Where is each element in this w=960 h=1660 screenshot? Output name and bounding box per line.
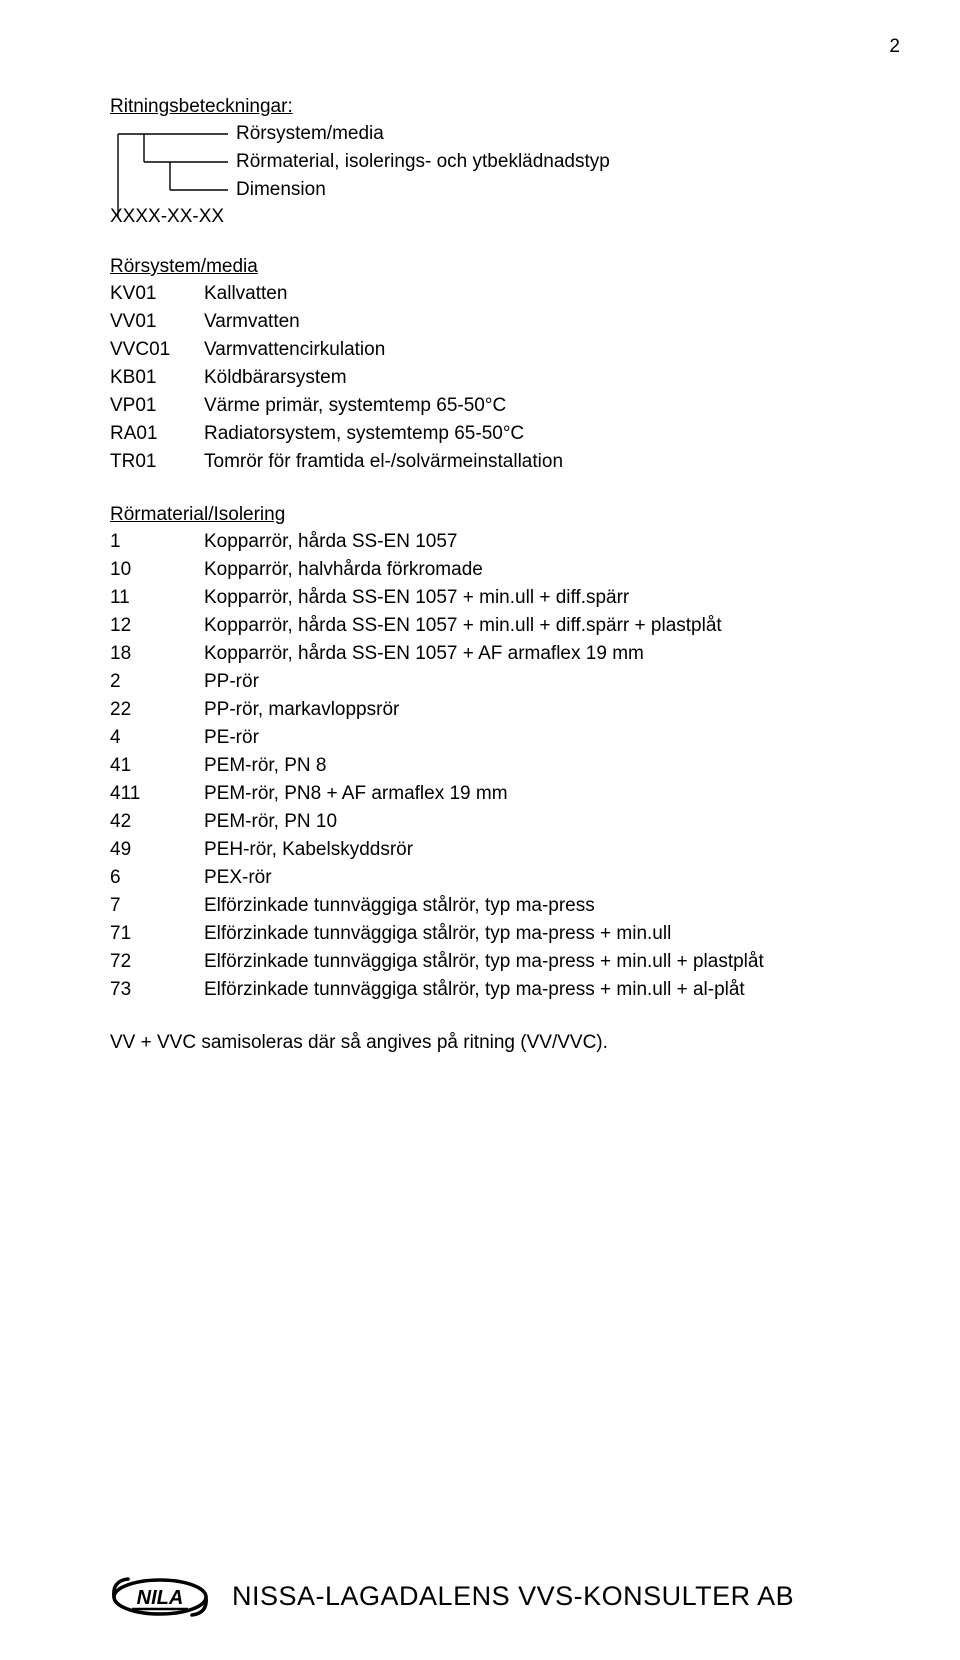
row-value: Köldbärarsystem	[204, 364, 860, 392]
row-key: 7	[110, 892, 204, 920]
table-row: VV01Varmvatten	[110, 308, 860, 336]
row-value: Radiatorsystem, systemtemp 65-50°C	[204, 420, 860, 448]
table-row: RA01Radiatorsystem, systemtemp 65-50°C	[110, 420, 860, 448]
material-table: Rörmaterial/Isolering 1Kopparrör, hårda …	[110, 504, 860, 1004]
row-key: 42	[110, 808, 204, 836]
row-key: VVC01	[110, 336, 204, 364]
row-key: VV01	[110, 308, 204, 336]
table-row: 4PE-rör	[110, 724, 860, 752]
section-title-ritningsbeteckningar: Ritningsbeteckningar:	[110, 96, 860, 118]
svg-text:NILA: NILA	[137, 1587, 184, 1609]
row-value: PEM-rör, PN8 + AF armaflex 19 mm	[204, 780, 860, 808]
row-value: PEH-rör, Kabelskyddsrör	[204, 836, 860, 864]
footer-logo-icon: NILA	[110, 1569, 210, 1624]
row-value: Elförzinkade tunnväggiga stålrör, typ ma…	[204, 920, 860, 948]
table-row: VP01Värme primär, systemtemp 65-50°C	[110, 392, 860, 420]
table-row: KB01Köldbärarsystem	[110, 364, 860, 392]
table-row: 1Kopparrör, hårda SS-EN 1057	[110, 528, 860, 556]
row-key: 71	[110, 920, 204, 948]
table-row: 11Kopparrör, hårda SS-EN 1057 + min.ull …	[110, 584, 860, 612]
row-key: 411	[110, 780, 204, 808]
tree-label-2: Rörmaterial, isolerings- och ytbeklädnad…	[110, 148, 860, 176]
row-value: Kallvatten	[204, 280, 860, 308]
table-row: 22PP-rör, markavloppsrör	[110, 696, 860, 724]
row-value: Kopparrör, hårda SS-EN 1057 + AF armafle…	[204, 640, 860, 668]
table-row: 41PEM-rör, PN 8	[110, 752, 860, 780]
tree-diagram: Rörsystem/media Rörmaterial, isolerings-…	[110, 120, 860, 204]
row-key: 22	[110, 696, 204, 724]
row-value: Värme primär, systemtemp 65-50°C	[204, 392, 860, 420]
table-row: 18Kopparrör, hårda SS-EN 1057 + AF armaf…	[110, 640, 860, 668]
table-row: 411PEM-rör, PN8 + AF armaflex 19 mm	[110, 780, 860, 808]
table-row: 71Elförzinkade tunnväggiga stålrör, typ …	[110, 920, 860, 948]
table-row: 12Kopparrör, hårda SS-EN 1057 + min.ull …	[110, 612, 860, 640]
row-value: PEM-rör, PN 10	[204, 808, 860, 836]
row-key: TR01	[110, 448, 204, 476]
tree-label-1: Rörsystem/media	[110, 120, 860, 148]
rorsystem-heading: Rörsystem/media	[110, 256, 860, 278]
row-value: Elförzinkade tunnväggiga stålrör, typ ma…	[204, 948, 860, 976]
row-value: PE-rör	[204, 724, 860, 752]
row-key: 1	[110, 528, 204, 556]
row-key: KV01	[110, 280, 204, 308]
row-key: 6	[110, 864, 204, 892]
row-value: Varmvatten	[204, 308, 860, 336]
row-key: 18	[110, 640, 204, 668]
row-value: Elförzinkade tunnväggiga stålrör, typ ma…	[204, 892, 860, 920]
table-row: 49PEH-rör, Kabelskyddsrör	[110, 836, 860, 864]
footer: NILA NISSA-LAGADALENS VVS-KONSULTER AB	[0, 1569, 960, 1624]
row-key: 4	[110, 724, 204, 752]
row-key: RA01	[110, 420, 204, 448]
tree-label-3: Dimension	[110, 176, 860, 204]
row-key: 49	[110, 836, 204, 864]
row-key: KB01	[110, 364, 204, 392]
page-number: 2	[889, 36, 900, 58]
row-value: Kopparrör, hårda SS-EN 1057 + min.ull + …	[204, 612, 860, 640]
table-row: VVC01Varmvattencirkulation	[110, 336, 860, 364]
table-row: 6PEX-rör	[110, 864, 860, 892]
samisol-note: VV + VVC samisoleras där så angives på r…	[110, 1032, 860, 1054]
row-value: Kopparrör, hårda SS-EN 1057 + min.ull + …	[204, 584, 860, 612]
table-row: 42PEM-rör, PN 10	[110, 808, 860, 836]
row-value: Elförzinkade tunnväggiga stålrör, typ ma…	[204, 976, 860, 1004]
row-key: 10	[110, 556, 204, 584]
row-key: VP01	[110, 392, 204, 420]
row-key: 12	[110, 612, 204, 640]
row-value: Varmvattencirkulation	[204, 336, 860, 364]
row-value: PP-rör, markavloppsrör	[204, 696, 860, 724]
row-value: PEM-rör, PN 8	[204, 752, 860, 780]
table-row: KV01Kallvatten	[110, 280, 860, 308]
rorsystem-table: Rörsystem/media KV01KallvattenVV01Varmva…	[110, 256, 860, 476]
table-row: 72Elförzinkade tunnväggiga stålrör, typ …	[110, 948, 860, 976]
row-value: Kopparrör, hårda SS-EN 1057	[204, 528, 860, 556]
row-value: Kopparrör, halvhårda förkromade	[204, 556, 860, 584]
row-value: PP-rör	[204, 668, 860, 696]
material-heading: Rörmaterial/Isolering	[110, 504, 860, 526]
table-row: 10Kopparrör, halvhårda förkromade	[110, 556, 860, 584]
table-row: TR01Tomrör för framtida el-/solvärmeinst…	[110, 448, 860, 476]
row-key: 41	[110, 752, 204, 780]
row-key: 73	[110, 976, 204, 1004]
footer-company: NISSA-LAGADALENS VVS-KONSULTER AB	[232, 1581, 794, 1612]
table-row: 73Elförzinkade tunnväggiga stålrör, typ …	[110, 976, 860, 1004]
row-value: Tomrör för framtida el-/solvärmeinstalla…	[204, 448, 860, 476]
table-row: 7Elförzinkade tunnväggiga stålrör, typ m…	[110, 892, 860, 920]
row-key: 11	[110, 584, 204, 612]
row-key: 2	[110, 668, 204, 696]
row-key: 72	[110, 948, 204, 976]
row-value: PEX-rör	[204, 864, 860, 892]
table-row: 2PP-rör	[110, 668, 860, 696]
